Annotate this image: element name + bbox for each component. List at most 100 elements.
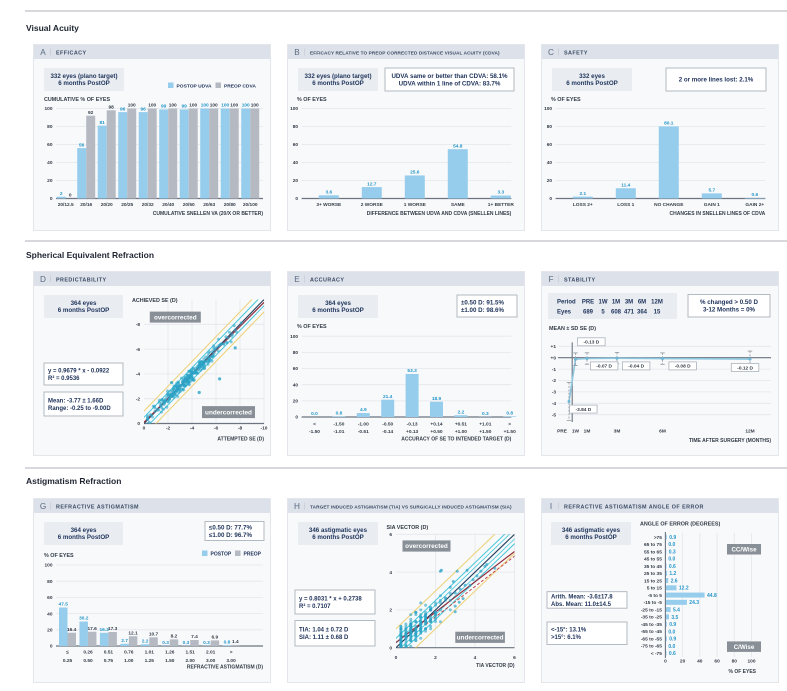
svg-text:60: 60	[714, 659, 720, 665]
svg-text:6: 6	[513, 655, 516, 661]
svg-text:-0.08 D: -0.08 D	[675, 364, 691, 370]
svg-text:15 to 25: 15 to 25	[644, 578, 662, 584]
svg-text:0: 0	[549, 196, 552, 202]
svg-text:-2: -2	[166, 426, 171, 432]
svg-text:4: 4	[474, 655, 477, 661]
svg-text:UDVA within 1 line of CDVA: 83: UDVA within 1 line of CDVA: 83.7%	[399, 80, 501, 87]
svg-text:-35 to -25: -35 to -25	[641, 615, 662, 621]
svg-text:LOSS 1: LOSS 1	[617, 202, 634, 208]
svg-text:+1.00: +1.00	[455, 429, 467, 435]
svg-text:100: 100	[44, 106, 52, 112]
svg-text:Abs. Mean: 11.0±14.5: Abs. Mean: 11.0±14.5	[551, 602, 612, 608]
svg-text:20: 20	[47, 178, 53, 184]
svg-text:REFRACTIVE ASTIGMATISM: REFRACTIVE ASTIGMATISM	[56, 505, 139, 511]
svg-text:1.01: 1.01	[145, 650, 155, 656]
svg-text:53.3: 53.3	[407, 368, 417, 374]
svg-text:R² = 0.9536: R² = 0.9536	[48, 375, 80, 382]
svg-text:364: 364	[637, 310, 648, 316]
svg-text:G: G	[40, 502, 46, 511]
svg-text:0: 0	[295, 415, 298, 421]
svg-text:+0.50: +0.50	[430, 429, 442, 435]
svg-text:12M: 12M	[745, 429, 754, 435]
svg-text:+1: +1	[551, 344, 557, 350]
svg-text:-5: -5	[552, 412, 557, 418]
svg-text:96: 96	[141, 106, 147, 112]
svg-text:+1.50: +1.50	[504, 429, 516, 435]
svg-text:F: F	[548, 275, 553, 284]
svg-text:80: 80	[732, 659, 738, 665]
svg-text:ACHIEVED SE (D): ACHIEVED SE (D)	[132, 298, 178, 304]
svg-text:SAME: SAME	[451, 202, 466, 208]
svg-text:-2: -2	[136, 396, 141, 402]
svg-text:47.5: 47.5	[59, 602, 69, 608]
svg-text:6 months PostOP: 6 months PostOP	[312, 307, 364, 314]
svg-text:0.9: 0.9	[669, 622, 676, 628]
svg-text:54.8: 54.8	[453, 143, 463, 149]
svg-text:60: 60	[47, 142, 53, 148]
svg-text:EFFICACY RELATIVE TO PREOP COR: EFFICACY RELATIVE TO PREOP CORRECTED DIS…	[310, 51, 500, 56]
svg-text:-6: -6	[136, 347, 141, 353]
svg-text:3M: 3M	[614, 429, 621, 435]
svg-text:UDVA same or better than CDVA:: UDVA same or better than CDVA: 58.1%	[391, 73, 508, 80]
svg-text:-0.12 D: -0.12 D	[737, 365, 753, 371]
svg-text:12.2: 12.2	[679, 586, 689, 592]
svg-text:6 months PostOP: 6 months PostOP	[565, 534, 617, 541]
svg-text:332 eyes (plano target): 332 eyes (plano target)	[50, 73, 117, 80]
svg-text:40: 40	[547, 160, 553, 166]
svg-text:20/16: 20/16	[80, 202, 92, 208]
svg-text:1.2: 1.2	[669, 571, 676, 577]
svg-text:364 eyes: 364 eyes	[71, 527, 97, 534]
svg-text:>75: >75	[654, 535, 662, 541]
svg-text:E: E	[294, 275, 300, 284]
svg-text:0.9: 0.9	[669, 535, 676, 541]
svg-text:0: 0	[137, 421, 140, 427]
svg-text:65 to 75: 65 to 75	[644, 542, 662, 548]
svg-text:y = 0.8031 * x + 0.2738: y = 0.8031 * x + 0.2738	[299, 596, 362, 602]
svg-text:7.4: 7.4	[191, 634, 198, 640]
svg-text:20/12.5: 20/12.5	[58, 202, 74, 208]
svg-text:SIA: 1.11 ± 0.68 D: SIA: 1.11 ± 0.68 D	[299, 635, 349, 641]
svg-text:364 eyes: 364 eyes	[71, 300, 97, 307]
svg-text:-1.50: -1.50	[333, 421, 344, 427]
svg-text:6 months PostOP: 6 months PostOP	[58, 307, 110, 314]
svg-text:PRE: PRE	[582, 300, 594, 306]
svg-text:80: 80	[293, 124, 299, 130]
svg-text:% OF EYES: % OF EYES	[297, 97, 327, 103]
svg-text:0: 0	[395, 655, 398, 661]
svg-text:471: 471	[624, 310, 635, 316]
svg-text:2.01: 2.01	[206, 650, 216, 656]
svg-text:98: 98	[109, 105, 115, 111]
svg-text:0: 0	[295, 196, 298, 202]
svg-text:Arith. Mean: -3.6±17.8: Arith. Mean: -3.6±17.8	[551, 594, 613, 600]
svg-text:>: >	[230, 650, 233, 656]
svg-text:4: 4	[389, 570, 392, 576]
svg-text:-65 to -55: -65 to -55	[641, 636, 662, 642]
svg-text:<-15°: 13.1%: <-15°: 13.1%	[551, 628, 587, 634]
svg-text:TARGET INDUCED ASTIGMATISM (TI: TARGET INDUCED ASTIGMATISM (TIA) VS SURG…	[310, 505, 512, 510]
svg-text:CC/Wise: CC/Wise	[731, 547, 757, 554]
svg-text:80: 80	[47, 579, 53, 585]
svg-text:1.50: 1.50	[165, 658, 175, 664]
svg-text:12.1: 12.1	[128, 630, 138, 636]
svg-text:STABILITY: STABILITY	[564, 278, 596, 284]
svg-text:60: 60	[547, 142, 553, 148]
svg-text:SIA VECTOR (D): SIA VECTOR (D)	[387, 525, 429, 531]
svg-text:1W: 1W	[599, 300, 608, 306]
svg-text:overcorrected: overcorrected	[154, 314, 197, 321]
svg-text:PREDICTABILITY: PREDICTABILITY	[56, 278, 107, 284]
svg-text:1.00: 1.00	[124, 658, 134, 664]
svg-text:Eyes: Eyes	[557, 310, 572, 316]
svg-text:100: 100	[169, 103, 177, 109]
svg-text:100: 100	[221, 103, 229, 109]
svg-text:POSTOP UDVA: POSTOP UDVA	[177, 84, 213, 90]
svg-text:MEAN ± SD SE (D): MEAN ± SD SE (D)	[549, 326, 596, 332]
svg-text:y = 0.9679 * x - 0.0922: y = 0.9679 * x - 0.0922	[48, 368, 110, 374]
svg-text:80: 80	[547, 124, 553, 130]
svg-text:≤1.00 D: 96.7%: ≤1.00 D: 96.7%	[209, 532, 252, 539]
svg-text:POSTOP: POSTOP	[211, 552, 232, 558]
svg-text:undercorrected: undercorrected	[205, 409, 252, 416]
svg-text:0.3: 0.3	[162, 640, 169, 646]
svg-text:+0: +0	[551, 355, 557, 361]
svg-text:% OF EYES: % OF EYES	[44, 553, 74, 559]
svg-text:3.3: 3.3	[497, 190, 504, 196]
